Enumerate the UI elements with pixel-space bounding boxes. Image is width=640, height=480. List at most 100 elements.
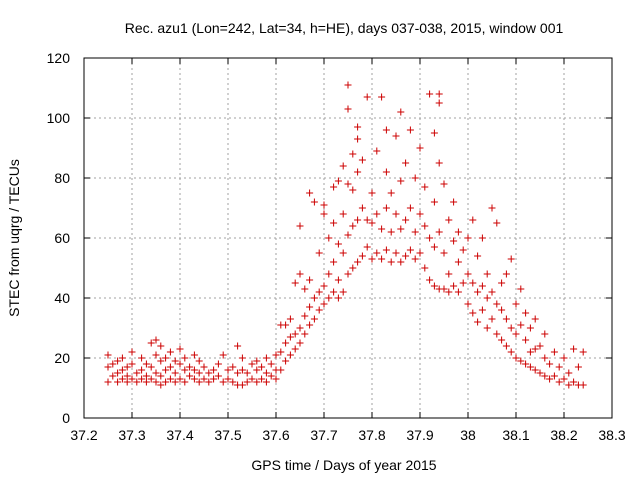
data-point (330, 183, 338, 191)
data-point (354, 258, 362, 266)
data-point (416, 249, 424, 257)
data-point (214, 372, 222, 380)
data-point (349, 222, 357, 230)
data-point (334, 240, 342, 248)
data-point (406, 204, 414, 212)
data-point (373, 147, 381, 155)
data-point (325, 294, 333, 302)
data-point (339, 162, 347, 170)
data-point (109, 360, 117, 368)
data-point (147, 375, 155, 383)
y-tick-label: 100 (47, 110, 71, 126)
data-point (512, 300, 520, 308)
data-point (459, 279, 467, 287)
data-point (325, 234, 333, 242)
data-point (296, 222, 304, 230)
data-point (310, 198, 318, 206)
data-point (397, 108, 405, 116)
data-point (320, 282, 328, 290)
data-point (450, 198, 458, 206)
data-point (411, 174, 419, 182)
data-point (382, 204, 390, 212)
data-point (315, 306, 323, 314)
data-point (555, 378, 563, 386)
data-point (493, 300, 501, 308)
data-point (430, 198, 438, 206)
data-point (114, 369, 122, 377)
data-point (363, 216, 371, 224)
data-point (421, 264, 429, 272)
data-point (229, 363, 237, 371)
data-point (166, 363, 174, 371)
data-point (195, 378, 203, 386)
data-point (493, 330, 501, 338)
data-point (330, 288, 338, 296)
data-point (488, 315, 496, 323)
data-point (526, 363, 534, 371)
data-point (464, 234, 472, 242)
data-point (531, 345, 539, 353)
data-point (426, 234, 434, 242)
x-tick-label: 38 (460, 427, 476, 443)
data-point (522, 360, 530, 368)
data-point (565, 369, 573, 377)
data-point (195, 369, 203, 377)
data-point (454, 228, 462, 236)
data-point (579, 381, 587, 389)
data-point (176, 345, 184, 353)
data-point (334, 177, 342, 185)
data-point (114, 378, 122, 386)
data-point (224, 366, 232, 374)
data-point (238, 354, 246, 362)
x-tick-label: 37.2 (70, 427, 97, 443)
data-point (157, 342, 165, 350)
data-point (507, 324, 515, 332)
data-point (349, 264, 357, 272)
data-point (138, 375, 146, 383)
data-point (234, 342, 242, 350)
data-point (262, 378, 270, 386)
data-point (435, 99, 443, 107)
data-point (306, 303, 314, 311)
data-point (483, 294, 491, 302)
data-point (402, 252, 410, 260)
data-point (181, 354, 189, 362)
data-point (190, 375, 198, 383)
data-point (358, 204, 366, 212)
data-point (454, 288, 462, 296)
data-point (387, 189, 395, 197)
data-point (195, 357, 203, 365)
data-point (397, 258, 405, 266)
data-point (512, 354, 520, 362)
x-tick-label: 37.6 (262, 427, 289, 443)
x-tick-label: 37.3 (118, 427, 145, 443)
data-point (550, 372, 558, 380)
data-point (378, 225, 386, 233)
data-point (478, 282, 486, 290)
data-point (445, 216, 453, 224)
data-point (368, 255, 376, 263)
data-point (565, 381, 573, 389)
data-point (334, 276, 342, 284)
data-point (162, 378, 170, 386)
data-point (166, 348, 174, 356)
data-point (440, 249, 448, 257)
data-point (123, 363, 131, 371)
data-point (421, 183, 429, 191)
data-point (541, 330, 549, 338)
data-point (219, 351, 227, 359)
x-tick-label: 38.1 (502, 427, 529, 443)
data-point (541, 354, 549, 362)
data-point (421, 222, 429, 230)
data-point (128, 360, 136, 368)
data-point (526, 348, 534, 356)
data-point (440, 285, 448, 293)
data-point (142, 378, 150, 386)
data-point (267, 372, 275, 380)
data-point (118, 375, 126, 383)
data-point (128, 375, 136, 383)
data-point (205, 378, 213, 386)
data-point (450, 237, 458, 245)
data-point (445, 270, 453, 278)
data-point (382, 168, 390, 176)
